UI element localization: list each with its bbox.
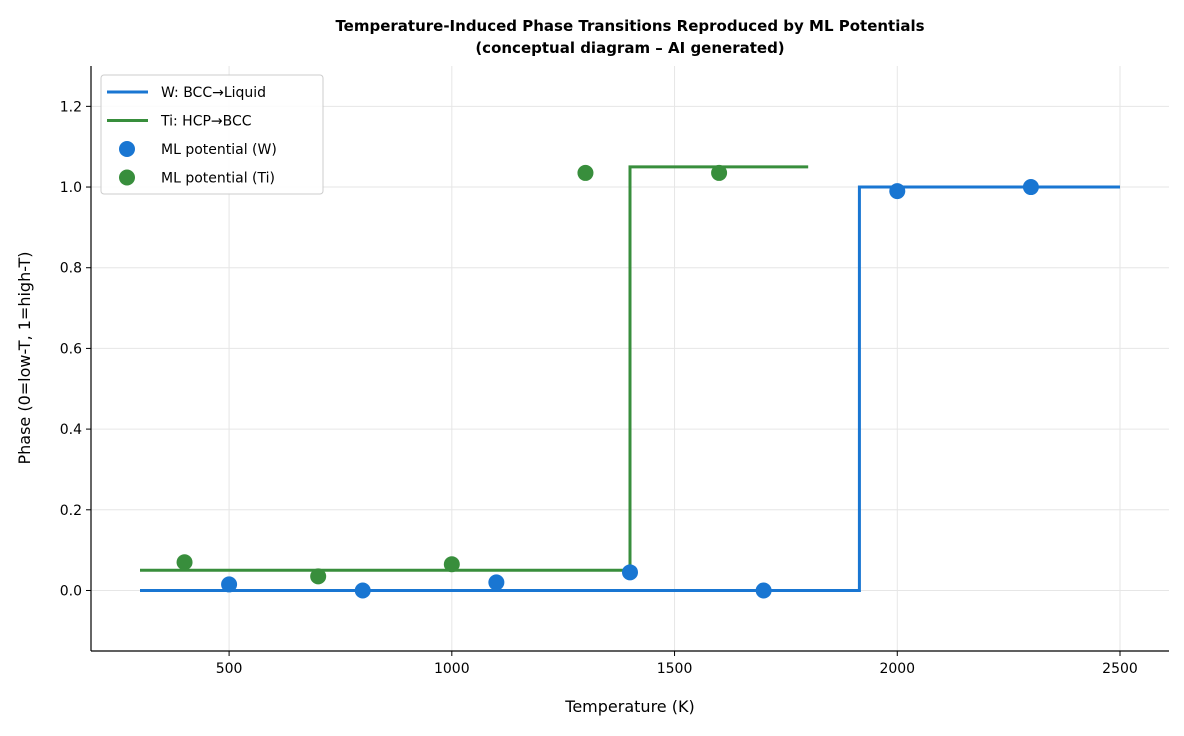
legend-label: W: BCC→Liquid [161, 85, 266, 101]
data-point [577, 164, 594, 181]
data-point [310, 568, 327, 585]
y-tick-label: 0.4 [60, 422, 82, 438]
data-point [354, 582, 371, 599]
x-tick-label: 1500 [657, 661, 693, 677]
y-tick-label: 0.6 [60, 341, 82, 357]
legend-label: ML potential (Ti) [161, 171, 275, 187]
legend: W: BCC→Liquid Ti: HCP→BCC ML potential (W)… [100, 74, 324, 195]
series-line [140, 185, 1120, 592]
y-axis-label: Phase (0=low-T, 1=high-T) [15, 251, 34, 464]
y-tick-label: 0.2 [60, 503, 82, 519]
legend-box [100, 74, 324, 195]
data-point [622, 564, 638, 581]
y-tick-label: 0.0 [60, 583, 82, 599]
y-tick-label: 1.0 [60, 180, 82, 196]
data-point [889, 183, 906, 200]
data-point [443, 556, 460, 573]
legend-swatch-marker [119, 169, 135, 186]
data-point [176, 554, 193, 571]
x-tick-label: 1000 [434, 661, 470, 677]
y-tick-label: 1.2 [60, 99, 82, 115]
data-point [488, 574, 505, 591]
axes: 500 1000 1500 2000 2500 0.0 0.2 0.4 0.6 0.8 1.0 1.2 [60, 66, 1169, 677]
x-tick-label: 2000 [879, 661, 915, 677]
data-point [755, 582, 772, 599]
legend-label: Ti: HCP→BCC [160, 114, 252, 130]
chart-subtitle: (conceptual diagram – AI generated) [475, 39, 784, 57]
marks [140, 164, 1120, 599]
legend-swatch-marker [119, 141, 135, 157]
data-point [711, 164, 728, 181]
data-point [1022, 179, 1039, 196]
x-axis-label: Temperature (K) [564, 697, 694, 716]
chart-title: Temperature-Induced Phase Transitions Re… [335, 17, 924, 35]
legend-label: ML potential (W) [161, 142, 277, 158]
data-point [221, 576, 238, 593]
y-tick-label: 0.8 [60, 261, 82, 277]
x-tick-label: 2500 [1102, 661, 1138, 677]
x-tick-label: 500 [216, 661, 243, 677]
